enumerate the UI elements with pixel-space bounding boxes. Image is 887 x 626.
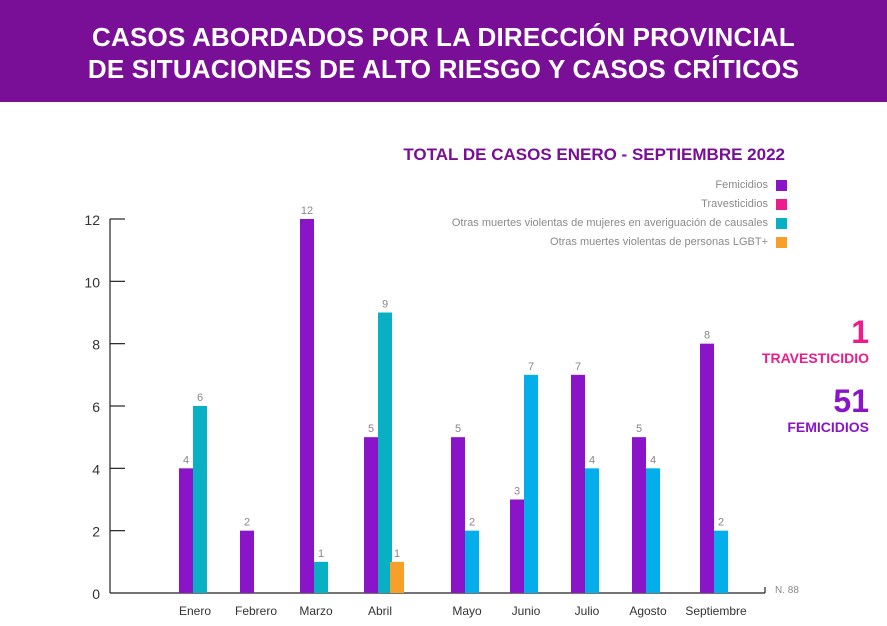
- y-tick-label: 2: [92, 524, 100, 540]
- bar: [378, 312, 392, 593]
- legend-item-otras-lgbt: Otras muertes violentas de personas LGBT…: [550, 235, 787, 249]
- bar-value-label: 2: [469, 517, 475, 529]
- bar-value-label: 2: [718, 517, 724, 529]
- header-banner: CASOS ABORDADOS POR LA DIRECCIÓN PROVINC…: [0, 0, 887, 102]
- x-tick-label: Junio: [512, 604, 541, 618]
- x-tick-label: Marzo: [299, 604, 333, 618]
- y-tick-label: 4: [92, 461, 100, 477]
- y-tick-label: 8: [92, 337, 100, 353]
- bar-value-label: 5: [455, 423, 461, 435]
- x-tick-label: Julio: [575, 604, 600, 618]
- bar: [451, 437, 465, 593]
- bar-value-label: 1: [318, 548, 324, 560]
- legend-swatch: [776, 179, 787, 191]
- bar-value-label: 3: [514, 486, 520, 498]
- y-tick-label: 12: [84, 212, 100, 228]
- bar-value-label: 4: [650, 454, 656, 466]
- bar: [314, 561, 328, 593]
- bar: [390, 561, 404, 593]
- y-tick-label: 0: [92, 586, 100, 602]
- chart-note: N. 88: [775, 585, 799, 596]
- legend-label: Otras muertes violentas de mujeres en av…: [451, 217, 768, 229]
- travesticidio-label: TRAVESTICIDIO: [761, 350, 869, 366]
- x-tick-label: Enero: [179, 604, 211, 618]
- femicidios-count: 51: [833, 383, 869, 419]
- bar: [193, 406, 207, 593]
- bar: [510, 499, 524, 593]
- bar: [179, 468, 193, 593]
- bar-value-label: 5: [636, 423, 642, 435]
- bar-value-label: 8: [704, 330, 710, 342]
- legend-label: Travesticidios: [701, 198, 768, 210]
- bar-value-label: 7: [528, 361, 534, 373]
- x-tick-label: Septiembre: [685, 604, 747, 618]
- bar: [300, 219, 314, 593]
- header-title-line-1: CASOS ABORDADOS POR LA DIRECCIÓN PROVINC…: [92, 22, 795, 52]
- bar: [364, 437, 378, 593]
- bar: [524, 374, 538, 593]
- bar: [700, 343, 714, 593]
- bar: [585, 468, 599, 593]
- bar-value-label: 7: [575, 361, 581, 373]
- bar: [571, 374, 585, 593]
- legend-item-otras-mujeres: Otras muertes violentas de mujeres en av…: [452, 216, 787, 230]
- y-tick-label: 10: [84, 274, 100, 290]
- bar-value-label: 6: [197, 392, 203, 404]
- bar: [632, 437, 646, 593]
- travesticidio-count: 1: [851, 314, 869, 350]
- x-tick-label: Agosto: [629, 604, 667, 618]
- legend-swatch: [776, 198, 787, 210]
- legend-item-travesticidios: Travesticidios: [701, 197, 787, 211]
- bar-value-label: 2: [244, 517, 250, 529]
- legend-label: Otras muertes violentas de personas LGBT…: [550, 236, 768, 248]
- legend-swatch: [776, 236, 787, 248]
- bar: [714, 530, 728, 593]
- header-title-line-2: DE SITUACIONES DE ALTO RIESGO Y CASOS CR…: [87, 54, 800, 84]
- legend-label: Femicidios: [715, 179, 768, 191]
- femicidios-label: FEMICIDIOS: [787, 419, 869, 435]
- bar: [240, 530, 254, 593]
- bar-value-label: 1: [394, 548, 400, 560]
- bar-value-label: 5: [368, 423, 374, 435]
- bar: [465, 530, 479, 593]
- y-tick-label: 6: [92, 399, 100, 415]
- x-tick-label: Febrero: [235, 604, 277, 618]
- bar-value-label: 4: [183, 454, 189, 466]
- chart-title: TOTAL DE CASOS ENERO - SEPTIEMBRE 2022: [403, 145, 785, 164]
- bar: [646, 468, 660, 593]
- x-tick-label: Mayo: [452, 604, 482, 618]
- bar-value-label: 9: [382, 299, 388, 311]
- bar-value-label: 12: [301, 205, 313, 217]
- x-tick-label: Abril: [368, 604, 392, 618]
- legend-swatch: [776, 217, 787, 229]
- legend-item-femicidios: Femicidios: [715, 178, 787, 192]
- bar-value-label: 4: [589, 454, 595, 466]
